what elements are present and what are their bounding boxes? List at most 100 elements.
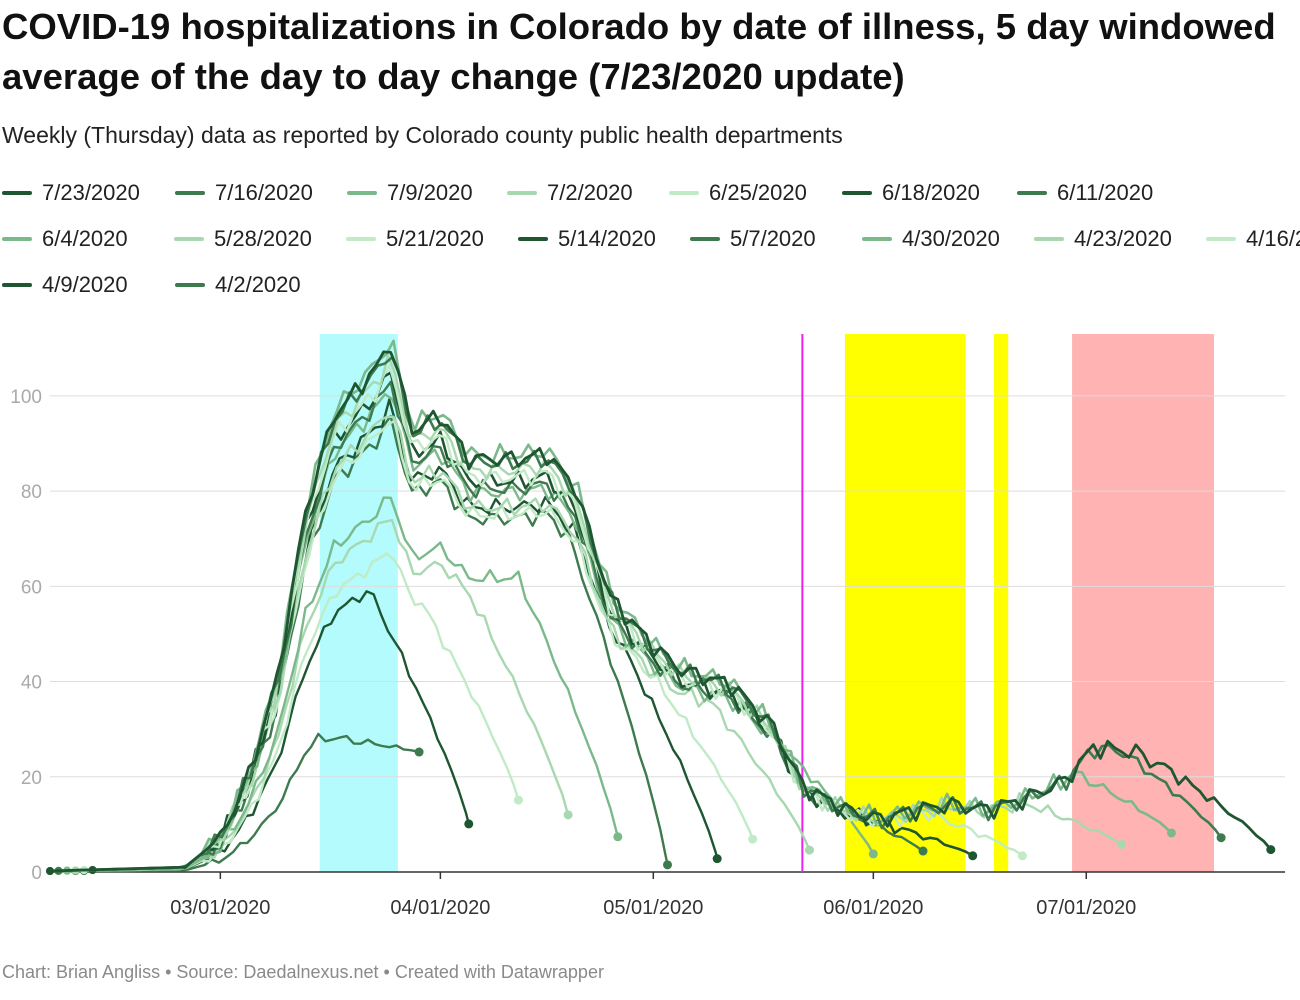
legend-item: 5/21/2020 <box>346 224 484 254</box>
legend-item: 6/25/2020 <box>669 178 807 208</box>
legend-swatch <box>669 191 699 195</box>
series-end-dot <box>1117 839 1127 849</box>
legend-item: 4/23/2020 <box>1034 224 1172 254</box>
y-gridlines: 0 20 40 60 80 100 <box>10 387 1285 884</box>
series-end-dot <box>804 845 814 855</box>
legend-label: 4/16/2020 <box>1246 226 1300 251</box>
series-end-dot <box>968 851 978 861</box>
series-end-dot <box>663 860 672 870</box>
highlight-band <box>844 334 966 872</box>
series-end-dot <box>613 832 623 842</box>
legend-label: 5/21/2020 <box>386 226 484 251</box>
highlight-bands <box>319 334 1215 872</box>
legend-item: 4/30/2020 <box>862 224 1000 254</box>
series-end-dot <box>868 849 878 859</box>
legend-swatch <box>1017 191 1047 195</box>
series-lines <box>46 339 1276 876</box>
legend-swatch <box>174 237 204 241</box>
series-end-dot <box>464 819 474 829</box>
legend-swatch <box>346 237 376 241</box>
legend-swatch <box>862 237 892 241</box>
footer-separator: • <box>378 962 395 982</box>
x-tick-label: 03/01/2020 <box>170 897 270 919</box>
series-line <box>91 371 974 872</box>
legend-item: 7/9/2020 <box>347 178 473 208</box>
chart-subtitle: Weekly (Thursday) data as reported by Co… <box>2 122 843 148</box>
legend-item: 6/4/2020 <box>2 224 128 254</box>
legend-swatch <box>507 191 537 195</box>
legend-swatch <box>2 283 32 287</box>
chart-legend: 7/23/2020 7/16/2020 7/9/2020 7/2/2020 6/25/2… <box>2 178 1300 308</box>
series-end-dot <box>1266 845 1276 855</box>
legend-swatch <box>175 191 205 195</box>
y-tick-label: 40 <box>21 673 42 694</box>
legend-swatch <box>2 191 32 195</box>
series-end-dot <box>748 834 758 844</box>
series-line <box>82 363 1024 872</box>
chart-title: COVID-19 hospitalizations in Colorado by… <box>2 6 1276 97</box>
legend-label: 5/28/2020 <box>214 226 312 251</box>
x-tick-label: 04/01/2020 <box>390 897 490 919</box>
legend-label: 5/7/2020 <box>730 226 816 251</box>
legend-label: 4/2/2020 <box>215 272 301 297</box>
footer-credit: Chart: Brian Angliss <box>2 962 161 982</box>
legend-item: 7/23/2020 <box>2 178 140 208</box>
legend-swatch <box>518 237 548 241</box>
legend-item: 5/14/2020 <box>518 224 656 254</box>
y-tick-label: 80 <box>21 482 42 503</box>
legend-swatch <box>347 191 377 195</box>
series-start-dot <box>46 867 54 876</box>
legend-item: 5/7/2020 <box>690 224 816 254</box>
legend-item: 6/11/2020 <box>1017 178 1153 208</box>
legend-label: 4/23/2020 <box>1074 226 1172 251</box>
legend-item: 4/2/2020 <box>175 270 301 300</box>
legend-item: 5/28/2020 <box>174 224 312 254</box>
series-end-dot <box>513 795 523 805</box>
y-tick-label: 60 <box>21 577 42 598</box>
line-chart: 0 20 40 60 80 100 03/01/2020 04/01/2020 05/01/2… <box>10 334 1285 919</box>
y-tick-label: 0 <box>31 863 42 884</box>
legend-label: 7/9/2020 <box>387 180 473 205</box>
series-end-dot <box>712 854 722 864</box>
y-tick-label: 100 <box>10 387 42 408</box>
legend-swatch <box>175 283 205 287</box>
legend-swatch <box>690 237 720 241</box>
legend-item: 4/16/2020 <box>1206 224 1300 254</box>
legend-label: 6/25/2020 <box>709 180 807 205</box>
x-tick-label: 06/01/2020 <box>823 897 923 919</box>
series-end-dot <box>1216 833 1226 843</box>
series-end-dot <box>918 846 928 856</box>
legend-label: 7/2/2020 <box>547 180 633 205</box>
legend-label: 7/16/2020 <box>215 180 313 205</box>
series-line <box>48 350 1273 873</box>
legend-item: 4/9/2020 <box>2 270 128 300</box>
footer-tool: Created with Datawrapper <box>394 962 604 982</box>
series-end-dot <box>1166 828 1176 838</box>
footer-source: Source: Daedalnexus.net <box>176 962 379 982</box>
x-tick-label: 07/01/2020 <box>1036 897 1136 919</box>
legend-label: 6/11/2020 <box>1057 180 1154 205</box>
axes: 03/01/2020 04/01/2020 05/01/2020 06/01/2020… <box>170 872 1136 919</box>
series-end-dot <box>414 747 424 757</box>
series-end-dot <box>1017 851 1027 861</box>
series-end-dot <box>563 810 573 820</box>
x-tick-label: 05/01/2020 <box>603 897 703 919</box>
chart-footer: Chart: Brian Angliss • Source: Daedalnex… <box>2 962 604 983</box>
legend-swatch <box>2 237 32 241</box>
legend-label: 7/23/2020 <box>42 180 140 205</box>
legend-label: 4/9/2020 <box>42 272 128 297</box>
legend-label: 6/4/2020 <box>42 226 128 251</box>
legend-label: 5/14/2020 <box>558 226 656 251</box>
legend-swatch <box>1034 237 1064 241</box>
series-line <box>57 393 875 873</box>
legend-item: 7/2/2020 <box>507 178 633 208</box>
legend-item: 7/16/2020 <box>175 178 313 208</box>
legend-label: 4/30/2020 <box>902 226 1000 251</box>
legend-swatch <box>1206 237 1236 241</box>
highlight-band <box>993 334 1009 872</box>
highlight-band <box>1072 334 1215 872</box>
legend-item: 6/18/2020 <box>842 178 980 208</box>
legend-label: 6/18/2020 <box>882 180 980 205</box>
footer-separator: • <box>160 962 177 982</box>
y-tick-label: 20 <box>21 768 42 789</box>
